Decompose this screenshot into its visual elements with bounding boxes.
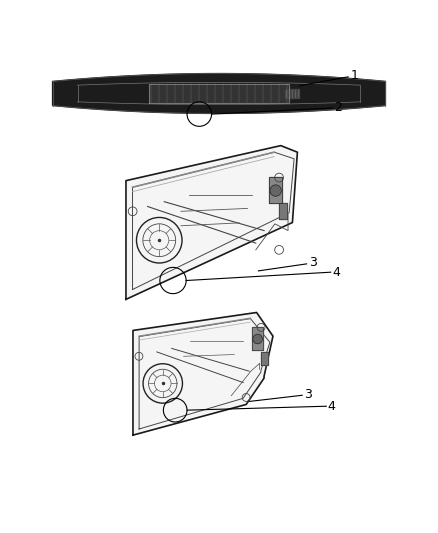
Text: 4: 4 (328, 400, 336, 413)
Polygon shape (279, 204, 287, 219)
Text: 1: 1 (350, 69, 358, 83)
Polygon shape (285, 89, 299, 98)
Polygon shape (269, 176, 282, 203)
Polygon shape (53, 74, 385, 114)
Circle shape (253, 334, 262, 344)
Polygon shape (149, 84, 289, 103)
Text: 3: 3 (304, 388, 312, 401)
Polygon shape (126, 146, 297, 300)
Text: 2: 2 (334, 101, 342, 115)
Text: 4: 4 (332, 265, 340, 279)
Polygon shape (252, 327, 263, 350)
Circle shape (270, 185, 281, 196)
Text: 3: 3 (309, 256, 317, 270)
Polygon shape (261, 352, 268, 366)
Polygon shape (133, 312, 273, 435)
